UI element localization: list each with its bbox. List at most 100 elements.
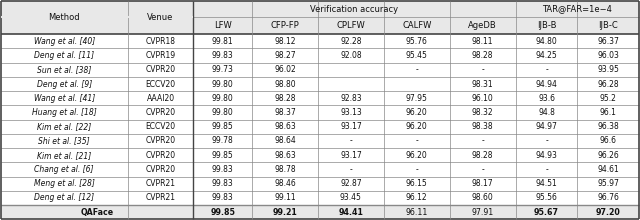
Text: 95.2: 95.2 <box>600 94 617 103</box>
Text: 96.38: 96.38 <box>598 122 620 131</box>
Text: 99.73: 99.73 <box>212 65 234 74</box>
Text: Deng et al. [9]: Deng et al. [9] <box>36 80 92 88</box>
Bar <box>1 205 639 219</box>
Bar <box>1 120 639 134</box>
Bar <box>1 34 639 48</box>
Text: CVPR21: CVPR21 <box>145 193 175 202</box>
Text: 99.85: 99.85 <box>211 208 236 217</box>
Text: 97.20: 97.20 <box>596 208 621 217</box>
Text: 93.13: 93.13 <box>340 108 362 117</box>
Text: 96.20: 96.20 <box>406 108 428 117</box>
Text: IJB-B: IJB-B <box>537 21 556 30</box>
Text: 99.78: 99.78 <box>212 136 234 145</box>
Text: 96.1: 96.1 <box>600 108 617 117</box>
Text: 92.83: 92.83 <box>340 94 362 103</box>
Text: Shi et al. [35]: Shi et al. [35] <box>38 136 90 145</box>
Text: 98.80: 98.80 <box>275 80 296 88</box>
Text: 97.91: 97.91 <box>472 208 494 217</box>
Text: 98.27: 98.27 <box>275 51 296 60</box>
Text: AgeDB: AgeDB <box>468 21 497 30</box>
Text: 96.6: 96.6 <box>600 136 617 145</box>
Text: 96.15: 96.15 <box>406 179 428 188</box>
Text: 92.87: 92.87 <box>340 179 362 188</box>
Text: 99.80: 99.80 <box>212 80 234 88</box>
Text: Kim et al. [22]: Kim et al. [22] <box>37 122 92 131</box>
Text: 99.81: 99.81 <box>212 37 234 46</box>
Text: -: - <box>481 165 484 174</box>
Text: -: - <box>545 165 548 174</box>
Text: 93.17: 93.17 <box>340 151 362 160</box>
Text: Wang et al. [41]: Wang et al. [41] <box>33 94 95 103</box>
Text: 94.25: 94.25 <box>536 51 557 60</box>
Text: 94.41: 94.41 <box>339 208 364 217</box>
Text: TAR@FAR=1e−4: TAR@FAR=1e−4 <box>543 5 612 14</box>
Text: CALFW: CALFW <box>402 21 431 30</box>
Text: 98.46: 98.46 <box>274 179 296 188</box>
Text: CVPR21: CVPR21 <box>145 179 175 188</box>
Text: 94.93: 94.93 <box>536 151 557 160</box>
Text: CVPR18: CVPR18 <box>145 37 175 46</box>
Text: 93.6: 93.6 <box>538 94 555 103</box>
Text: 94.8: 94.8 <box>538 108 555 117</box>
Text: 96.20: 96.20 <box>406 151 428 160</box>
Text: 93.95: 93.95 <box>598 65 620 74</box>
Text: 99.21: 99.21 <box>273 208 298 217</box>
Text: 94.51: 94.51 <box>536 179 557 188</box>
Text: 95.56: 95.56 <box>536 193 557 202</box>
Text: 93.45: 93.45 <box>340 193 362 202</box>
Bar <box>1 191 639 205</box>
Text: Method: Method <box>49 13 80 22</box>
Text: Kim et al. [21]: Kim et al. [21] <box>37 151 92 160</box>
Text: -: - <box>545 136 548 145</box>
Text: CFP-FP: CFP-FP <box>271 21 300 30</box>
Text: 98.31: 98.31 <box>472 80 493 88</box>
Text: 94.94: 94.94 <box>536 80 557 88</box>
Text: 98.37: 98.37 <box>274 108 296 117</box>
Bar <box>1 91 639 105</box>
Text: Chang et al. [6]: Chang et al. [6] <box>35 165 94 174</box>
Text: -: - <box>415 136 418 145</box>
Text: 99.83: 99.83 <box>212 193 234 202</box>
Text: 98.32: 98.32 <box>472 108 493 117</box>
Text: 98.64: 98.64 <box>274 136 296 145</box>
Text: -: - <box>545 65 548 74</box>
Text: -: - <box>349 136 352 145</box>
Bar <box>1 1 639 17</box>
Text: 99.85: 99.85 <box>212 122 234 131</box>
Text: -: - <box>349 165 352 174</box>
Text: 95.97: 95.97 <box>598 179 620 188</box>
Text: CVPR20: CVPR20 <box>145 151 175 160</box>
Text: 98.60: 98.60 <box>472 193 493 202</box>
Text: CVPR19: CVPR19 <box>145 51 175 60</box>
Text: Meng et al. [28]: Meng et al. [28] <box>34 179 95 188</box>
Bar <box>1 63 639 77</box>
Text: 99.11: 99.11 <box>275 193 296 202</box>
Text: 98.12: 98.12 <box>275 37 296 46</box>
Bar <box>1 48 639 63</box>
Text: 96.26: 96.26 <box>598 151 620 160</box>
Text: CVPR20: CVPR20 <box>145 65 175 74</box>
Bar <box>1 134 639 148</box>
Text: Huang et al. [18]: Huang et al. [18] <box>32 108 97 117</box>
Text: 98.63: 98.63 <box>274 122 296 131</box>
Text: 94.80: 94.80 <box>536 37 557 46</box>
Text: 98.11: 98.11 <box>472 37 493 46</box>
Text: 92.28: 92.28 <box>340 37 362 46</box>
Text: 99.83: 99.83 <box>212 165 234 174</box>
Bar <box>1 162 639 177</box>
Bar <box>1 148 639 162</box>
Text: 96.20: 96.20 <box>406 122 428 131</box>
Text: CVPR20: CVPR20 <box>145 165 175 174</box>
Text: 96.03: 96.03 <box>598 51 620 60</box>
Text: CPLFW: CPLFW <box>337 21 365 30</box>
Text: Wang et al. [40]: Wang et al. [40] <box>33 37 95 46</box>
Text: 97.95: 97.95 <box>406 94 428 103</box>
Text: -: - <box>481 136 484 145</box>
Text: 94.61: 94.61 <box>598 165 620 174</box>
Text: Deng et al. [12]: Deng et al. [12] <box>34 193 94 202</box>
Text: 98.17: 98.17 <box>472 179 493 188</box>
Text: 95.76: 95.76 <box>406 37 428 46</box>
Text: 95.45: 95.45 <box>406 51 428 60</box>
Text: AAAI20: AAAI20 <box>147 94 175 103</box>
Text: 98.78: 98.78 <box>275 165 296 174</box>
